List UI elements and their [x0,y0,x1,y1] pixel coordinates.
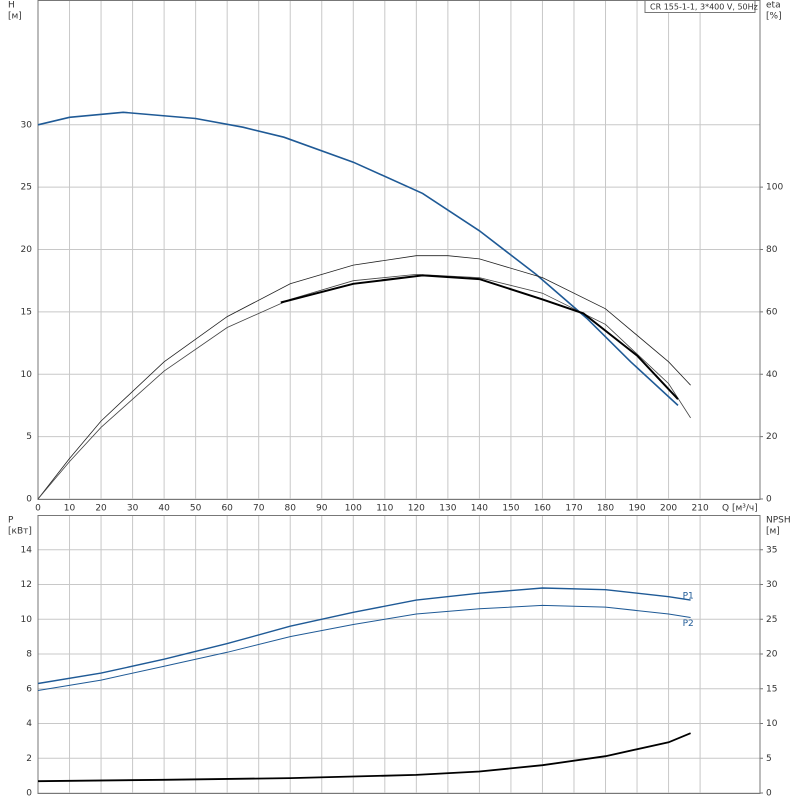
y2-tick-label: 80 [766,245,778,255]
y-axis-label: H [8,1,15,11]
y2-tick-label: 0 [766,495,772,505]
series-label: P2 [683,619,694,629]
y-tick-label: 8 [26,650,32,660]
y2-tick-label: 10 [766,719,778,729]
y2-tick-label: 15 [766,684,777,694]
x-tick-label: 130 [439,504,456,514]
x-tick-label: 160 [534,504,551,514]
x-tick-label: 0 [35,504,41,514]
x-tick-label: 40 [158,504,170,514]
y-tick-label: 30 [21,120,33,130]
y2-tick-label: 60 [766,307,778,317]
x-tick-label: 190 [628,504,645,514]
curve [37,111,679,406]
y-tick-label: 0 [26,495,32,505]
x-tick-label: 50 [190,504,202,514]
x-tick-label: 60 [221,504,233,514]
curve [37,273,691,500]
y-axis-label: P [8,516,14,526]
x-tick-label: 120 [408,504,425,514]
y2-tick-label: 40 [766,370,778,380]
y-tick-label: 10 [21,370,33,380]
y-tick-label: 12 [21,580,32,590]
x-tick-label: 150 [502,504,519,514]
y2-tick-label: 5 [766,754,772,764]
x-tick-label: 20 [95,504,107,514]
y2-axis-label: NPSH [766,516,791,526]
y-tick-label: 6 [26,684,32,694]
y2-tick-label: 100 [766,183,783,193]
chart-title: CR 155-1-1, 3*400 V, 50Hz [650,3,758,12]
x-tick-label: 180 [597,504,614,514]
x-tick-label: 100 [345,504,362,514]
y-axis-unit: [м] [8,12,22,22]
y-tick-label: 10 [21,615,33,625]
curve [37,604,691,691]
y-axis-unit: [кВт] [8,527,32,537]
y-tick-label: 2 [26,754,32,764]
y-tick-label: 0 [26,789,32,799]
y-tick-label: 4 [26,719,32,729]
plot-frame [37,0,761,500]
x-tick-label: 200 [660,504,677,514]
curve [37,732,691,783]
curve [280,274,679,400]
y2-tick-label: 25 [766,615,777,625]
y-tick-label: 14 [21,545,33,555]
curve [37,587,691,685]
y2-tick-label: 0 [766,789,772,799]
x-tick-label: 110 [376,504,393,514]
y-tick-label: 5 [26,432,32,442]
x-tick-label: 90 [316,504,328,514]
y2-tick-label: 20 [766,650,778,660]
x-tick-label: 170 [565,504,582,514]
x-tick-label: 70 [253,504,265,514]
y2-tick-label: 35 [766,545,777,555]
y-tick-label: 20 [21,245,33,255]
y2-tick-label: 30 [766,580,778,590]
y2-axis-unit: [м] [766,527,780,537]
y-tick-label: 15 [21,307,32,317]
plot-frame [37,515,761,794]
x-tick-label: 10 [64,504,76,514]
x-tick-label: 30 [127,504,139,514]
y2-axis-unit: [%] [766,12,782,22]
y2-tick-label: 20 [766,432,778,442]
x-tick-label: 140 [471,504,488,514]
y2-axis-label: eta [766,1,781,11]
x-tick-label: 210 [692,504,709,514]
title-box [644,0,756,13]
y-tick-label: 25 [21,183,32,193]
series-label: P1 [683,592,694,602]
x-axis-label: Q [м³/ч] [722,504,758,514]
curve [37,255,691,500]
x-tick-label: 80 [285,504,297,514]
